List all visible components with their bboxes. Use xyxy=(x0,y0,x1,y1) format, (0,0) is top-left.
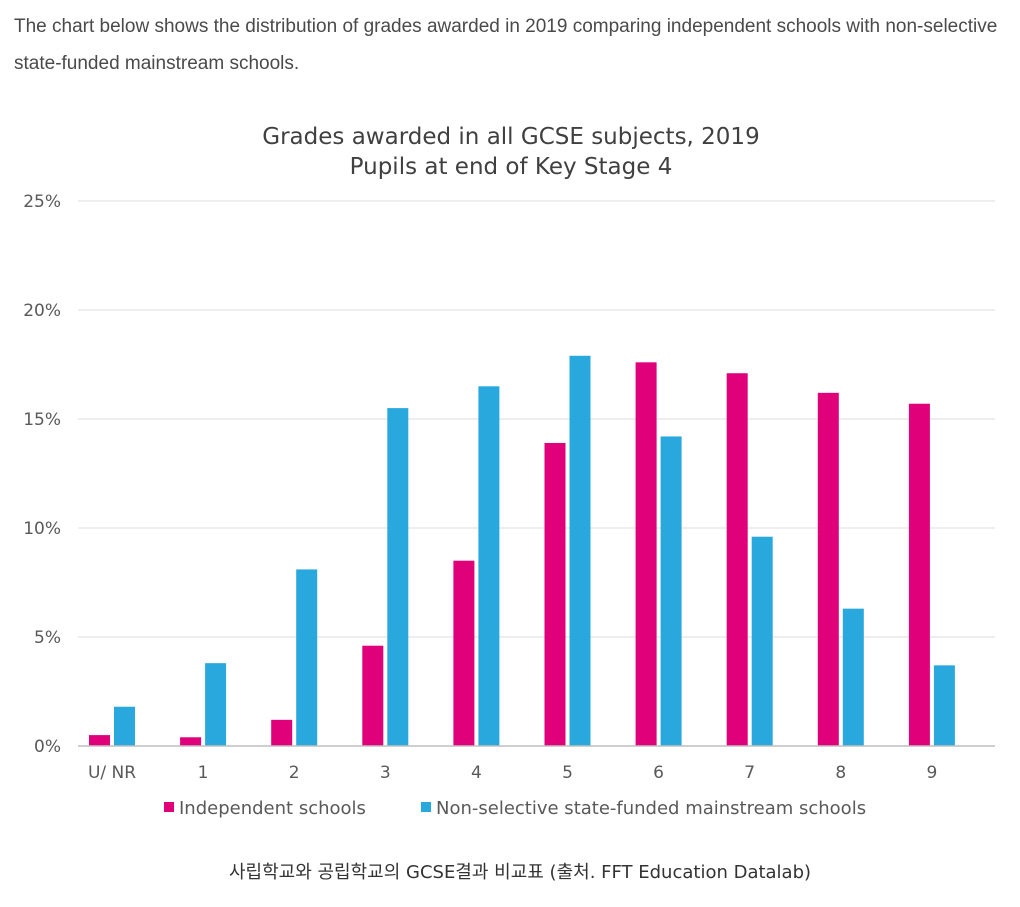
bar-state xyxy=(842,608,864,746)
x-tick-label: 5 xyxy=(562,763,573,783)
bar-independent xyxy=(271,719,293,746)
bar-state xyxy=(296,569,318,746)
image-caption: 사립학교와 공립학교의 GCSE결과 비교표 (출처. FFT Educatio… xyxy=(228,862,812,883)
legend-swatch xyxy=(421,802,431,812)
bar-state xyxy=(114,706,135,746)
y-tick-label: 10% xyxy=(23,519,61,539)
bar-state xyxy=(751,536,773,746)
x-tick-label: 6 xyxy=(653,763,664,783)
chart-subtitle: Pupils at end of Key Stage 4 xyxy=(350,154,673,180)
bar-independent xyxy=(180,737,202,746)
legend-label: Independent schools xyxy=(179,798,366,819)
bar-independent xyxy=(635,362,657,746)
bar-state xyxy=(569,355,591,746)
x-tick-label: 8 xyxy=(835,763,846,783)
bar-independent xyxy=(817,392,839,746)
bars xyxy=(89,355,955,746)
intro-text: The chart below shows the distribution o… xyxy=(14,16,998,74)
y-tick-label: 0% xyxy=(34,737,61,757)
bar-independent xyxy=(453,560,475,746)
x-tick-label: 1 xyxy=(198,763,209,783)
bar-state xyxy=(660,436,682,746)
x-axis-tick-labels: U/ NR 1 2 3 4 5 6 7 8 9 xyxy=(88,763,937,783)
legend-swatch xyxy=(164,802,174,812)
bar-state xyxy=(478,386,500,746)
y-tick-label: 5% xyxy=(34,628,61,648)
x-tick-label: 2 xyxy=(289,763,300,783)
y-axis-tick-labels: 0% 5% 10% 15% 20% 25% xyxy=(23,192,61,757)
y-tick-label: 20% xyxy=(23,301,61,321)
bar-state xyxy=(387,408,409,746)
x-tick-label: 4 xyxy=(471,763,482,783)
legend: Independent schools Non-selective state-f… xyxy=(164,798,866,819)
legend-label: Non-selective state-funded mainstream sc… xyxy=(436,798,866,819)
bar-independent xyxy=(908,403,930,746)
bar-state xyxy=(933,665,955,746)
y-tick-label: 15% xyxy=(23,410,61,430)
y-tick-label: 25% xyxy=(23,192,61,212)
x-tick-label: 9 xyxy=(926,763,937,783)
bar-independent xyxy=(726,373,748,746)
bar-independent xyxy=(89,735,110,746)
gridlines xyxy=(78,200,995,638)
x-tick-label: 7 xyxy=(744,763,755,783)
x-tick-label: U/ NR xyxy=(88,763,136,783)
bar-state xyxy=(205,663,227,746)
x-tick-label: 3 xyxy=(380,763,391,783)
bar-independent xyxy=(362,645,384,746)
bar-independent xyxy=(544,442,566,746)
chart-title: Grades awarded in all GCSE subjects, 201… xyxy=(262,124,759,150)
